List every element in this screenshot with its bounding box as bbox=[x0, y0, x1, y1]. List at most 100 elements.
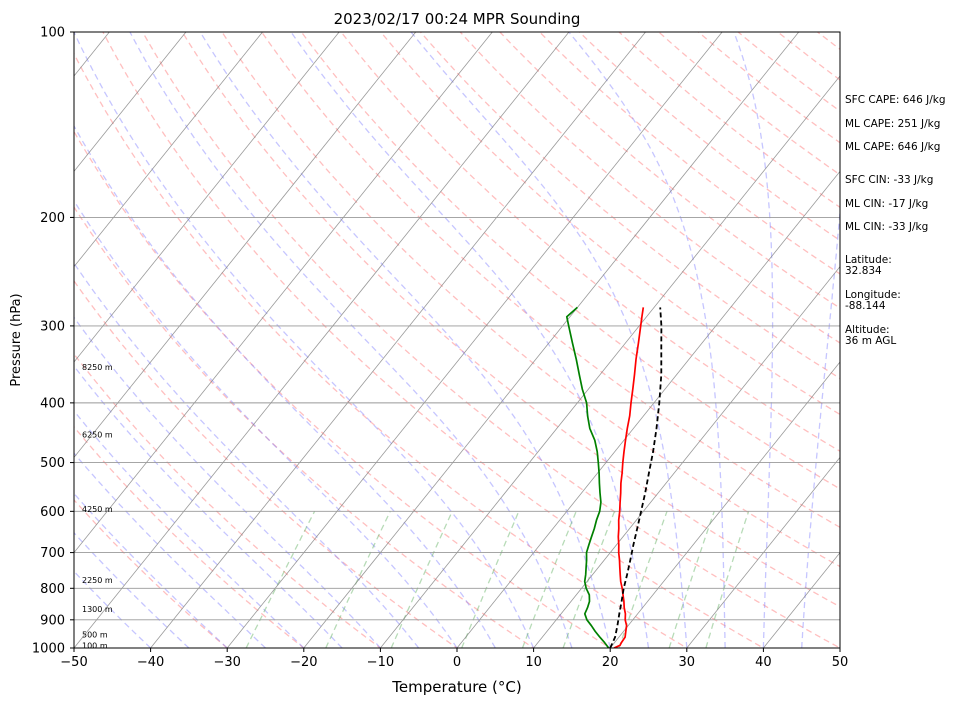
x-tick-label: −20 bbox=[290, 655, 317, 670]
dry-adiabat bbox=[697, 32, 840, 144]
dewpoint-line bbox=[565, 306, 610, 648]
isotherm-line bbox=[303, 32, 800, 648]
isotherm-line bbox=[74, 32, 417, 458]
temperature-line bbox=[613, 307, 645, 648]
dry-adiabat bbox=[300, 32, 840, 490]
isotherm-line bbox=[74, 32, 340, 363]
moist-adiabat bbox=[568, 32, 726, 648]
dry-adiabat bbox=[74, 353, 382, 648]
ml-cin-label-2: ML CIN: -33 J/kg bbox=[845, 221, 929, 233]
y-tick-label: 900 bbox=[40, 613, 65, 628]
dry-adiabat bbox=[74, 279, 459, 648]
x-tick-label: −50 bbox=[60, 655, 87, 670]
x-tick-label: −40 bbox=[137, 655, 164, 670]
plot-frame bbox=[73, 31, 841, 649]
parcel-line bbox=[609, 307, 663, 648]
mixing-ratio-line bbox=[521, 511, 577, 648]
ml-cin-label: ML CIN: -17 J/kg bbox=[845, 198, 929, 210]
isotherm-line bbox=[74, 32, 187, 172]
x-tick-label: −30 bbox=[213, 655, 240, 670]
moist-adiabat bbox=[74, 531, 190, 648]
isotherm-line bbox=[456, 170, 840, 648]
moist-adiabat bbox=[199, 32, 611, 648]
y-tick-label: 300 bbox=[40, 319, 65, 334]
dry-adiabat bbox=[74, 52, 689, 648]
moist-adiabat bbox=[733, 32, 774, 648]
height-label: 1300 m bbox=[82, 605, 113, 614]
x-axis-label: Temperature (°C) bbox=[391, 678, 521, 696]
dry-adiabat bbox=[459, 32, 840, 344]
dry-adiabat bbox=[74, 130, 612, 648]
ml-cape-label: ML CAPE: 251 J/kg bbox=[845, 118, 941, 130]
moist-adiabat bbox=[290, 32, 650, 648]
dry-adiabat bbox=[499, 32, 840, 309]
dry-adiabat bbox=[181, 32, 840, 608]
y-tick-label: 500 bbox=[40, 456, 65, 471]
x-tick-label: 50 bbox=[832, 655, 849, 670]
mixing-ratio-line bbox=[245, 511, 316, 648]
y-tick-label: 700 bbox=[40, 546, 65, 561]
chart-title: 2023/02/17 00:24 MPR Sounding bbox=[334, 10, 581, 28]
dry-adiabat bbox=[618, 32, 840, 209]
dry-adiabat bbox=[141, 32, 840, 648]
y-tick-label: 1000 bbox=[32, 642, 65, 657]
dry-adiabat bbox=[340, 32, 840, 452]
dry-adiabat bbox=[221, 32, 840, 568]
moist-adiabat bbox=[74, 262, 420, 648]
dry-adiabat bbox=[74, 498, 229, 648]
dry-adiabat bbox=[657, 32, 840, 176]
latitude-label: Latitude: 32.834 bbox=[845, 254, 892, 277]
isotherm-line bbox=[380, 75, 840, 648]
moist-adiabat bbox=[74, 492, 228, 648]
isotherm-line bbox=[533, 266, 840, 648]
y-tick-label: 800 bbox=[40, 582, 65, 597]
dry-adiabat bbox=[102, 32, 765, 648]
dry-adiabat bbox=[74, 425, 305, 648]
moist-adiabat bbox=[410, 32, 688, 648]
isotherm-line bbox=[686, 456, 840, 648]
sfc-cin-label: SFC CIN: -33 J/kg bbox=[845, 174, 934, 186]
height-label: 8250 m bbox=[82, 363, 113, 372]
isotherm-line bbox=[150, 32, 646, 648]
x-tick-label: 0 bbox=[453, 655, 461, 670]
x-tick-label: 20 bbox=[602, 655, 619, 670]
x-tick-label: −10 bbox=[367, 655, 394, 670]
y-tick-label: 400 bbox=[40, 396, 65, 411]
moist-adiabat bbox=[74, 124, 496, 648]
x-tick-label: 30 bbox=[679, 655, 696, 670]
sfc-cape-label: SFC CAPE: 646 J/kg bbox=[845, 94, 946, 106]
height-label: 100 m bbox=[82, 641, 108, 650]
moist-adiabat bbox=[74, 452, 266, 648]
moist-adiabat bbox=[801, 204, 840, 648]
background-guide-lines bbox=[74, 32, 840, 648]
moist-adiabat bbox=[74, 199, 458, 648]
height-label: 6250 m bbox=[82, 430, 113, 439]
sounding-lines bbox=[565, 306, 663, 648]
height-label: 500 m bbox=[82, 630, 108, 639]
mixing-ratio-line bbox=[461, 511, 520, 648]
mixing-ratio-line bbox=[668, 511, 715, 648]
y-tick-label: 200 bbox=[40, 211, 65, 226]
y-tick-label: 600 bbox=[40, 505, 65, 520]
isotherm-line bbox=[74, 32, 493, 554]
dry-adiabat bbox=[74, 205, 535, 648]
height-label: 2250 m bbox=[82, 576, 113, 585]
axis-ticks: −50 −40 −30 −20 −10 0 10 20 30 40 50 100 200 300 400 50… bbox=[32, 26, 848, 671]
isotherm-line bbox=[226, 32, 723, 648]
height-labels: 8250 m 6250 m 4250 m 2250 m 1300 m 500 m 100 m bbox=[82, 363, 113, 650]
y-tick-label: 100 bbox=[40, 26, 65, 41]
moist-adiabat bbox=[129, 32, 573, 648]
x-tick-label: 40 bbox=[755, 655, 772, 670]
y-axis-label: Pressure (hPa) bbox=[9, 293, 24, 386]
isotherm-line bbox=[609, 361, 840, 648]
moist-adiabat bbox=[74, 409, 305, 648]
mixing-ratio-line bbox=[325, 511, 391, 648]
isotherm-line bbox=[74, 32, 570, 648]
moist-adiabat bbox=[74, 316, 381, 648]
height-label: 4250 m bbox=[82, 505, 113, 514]
x-tick-label: 10 bbox=[525, 655, 542, 670]
longitude-label: Longitude: -88.144 bbox=[845, 289, 901, 312]
altitude-label: Altitude: 36 m AGL bbox=[845, 324, 897, 347]
ml-cape-label-2: ML CAPE: 646 J/kg bbox=[845, 141, 941, 153]
